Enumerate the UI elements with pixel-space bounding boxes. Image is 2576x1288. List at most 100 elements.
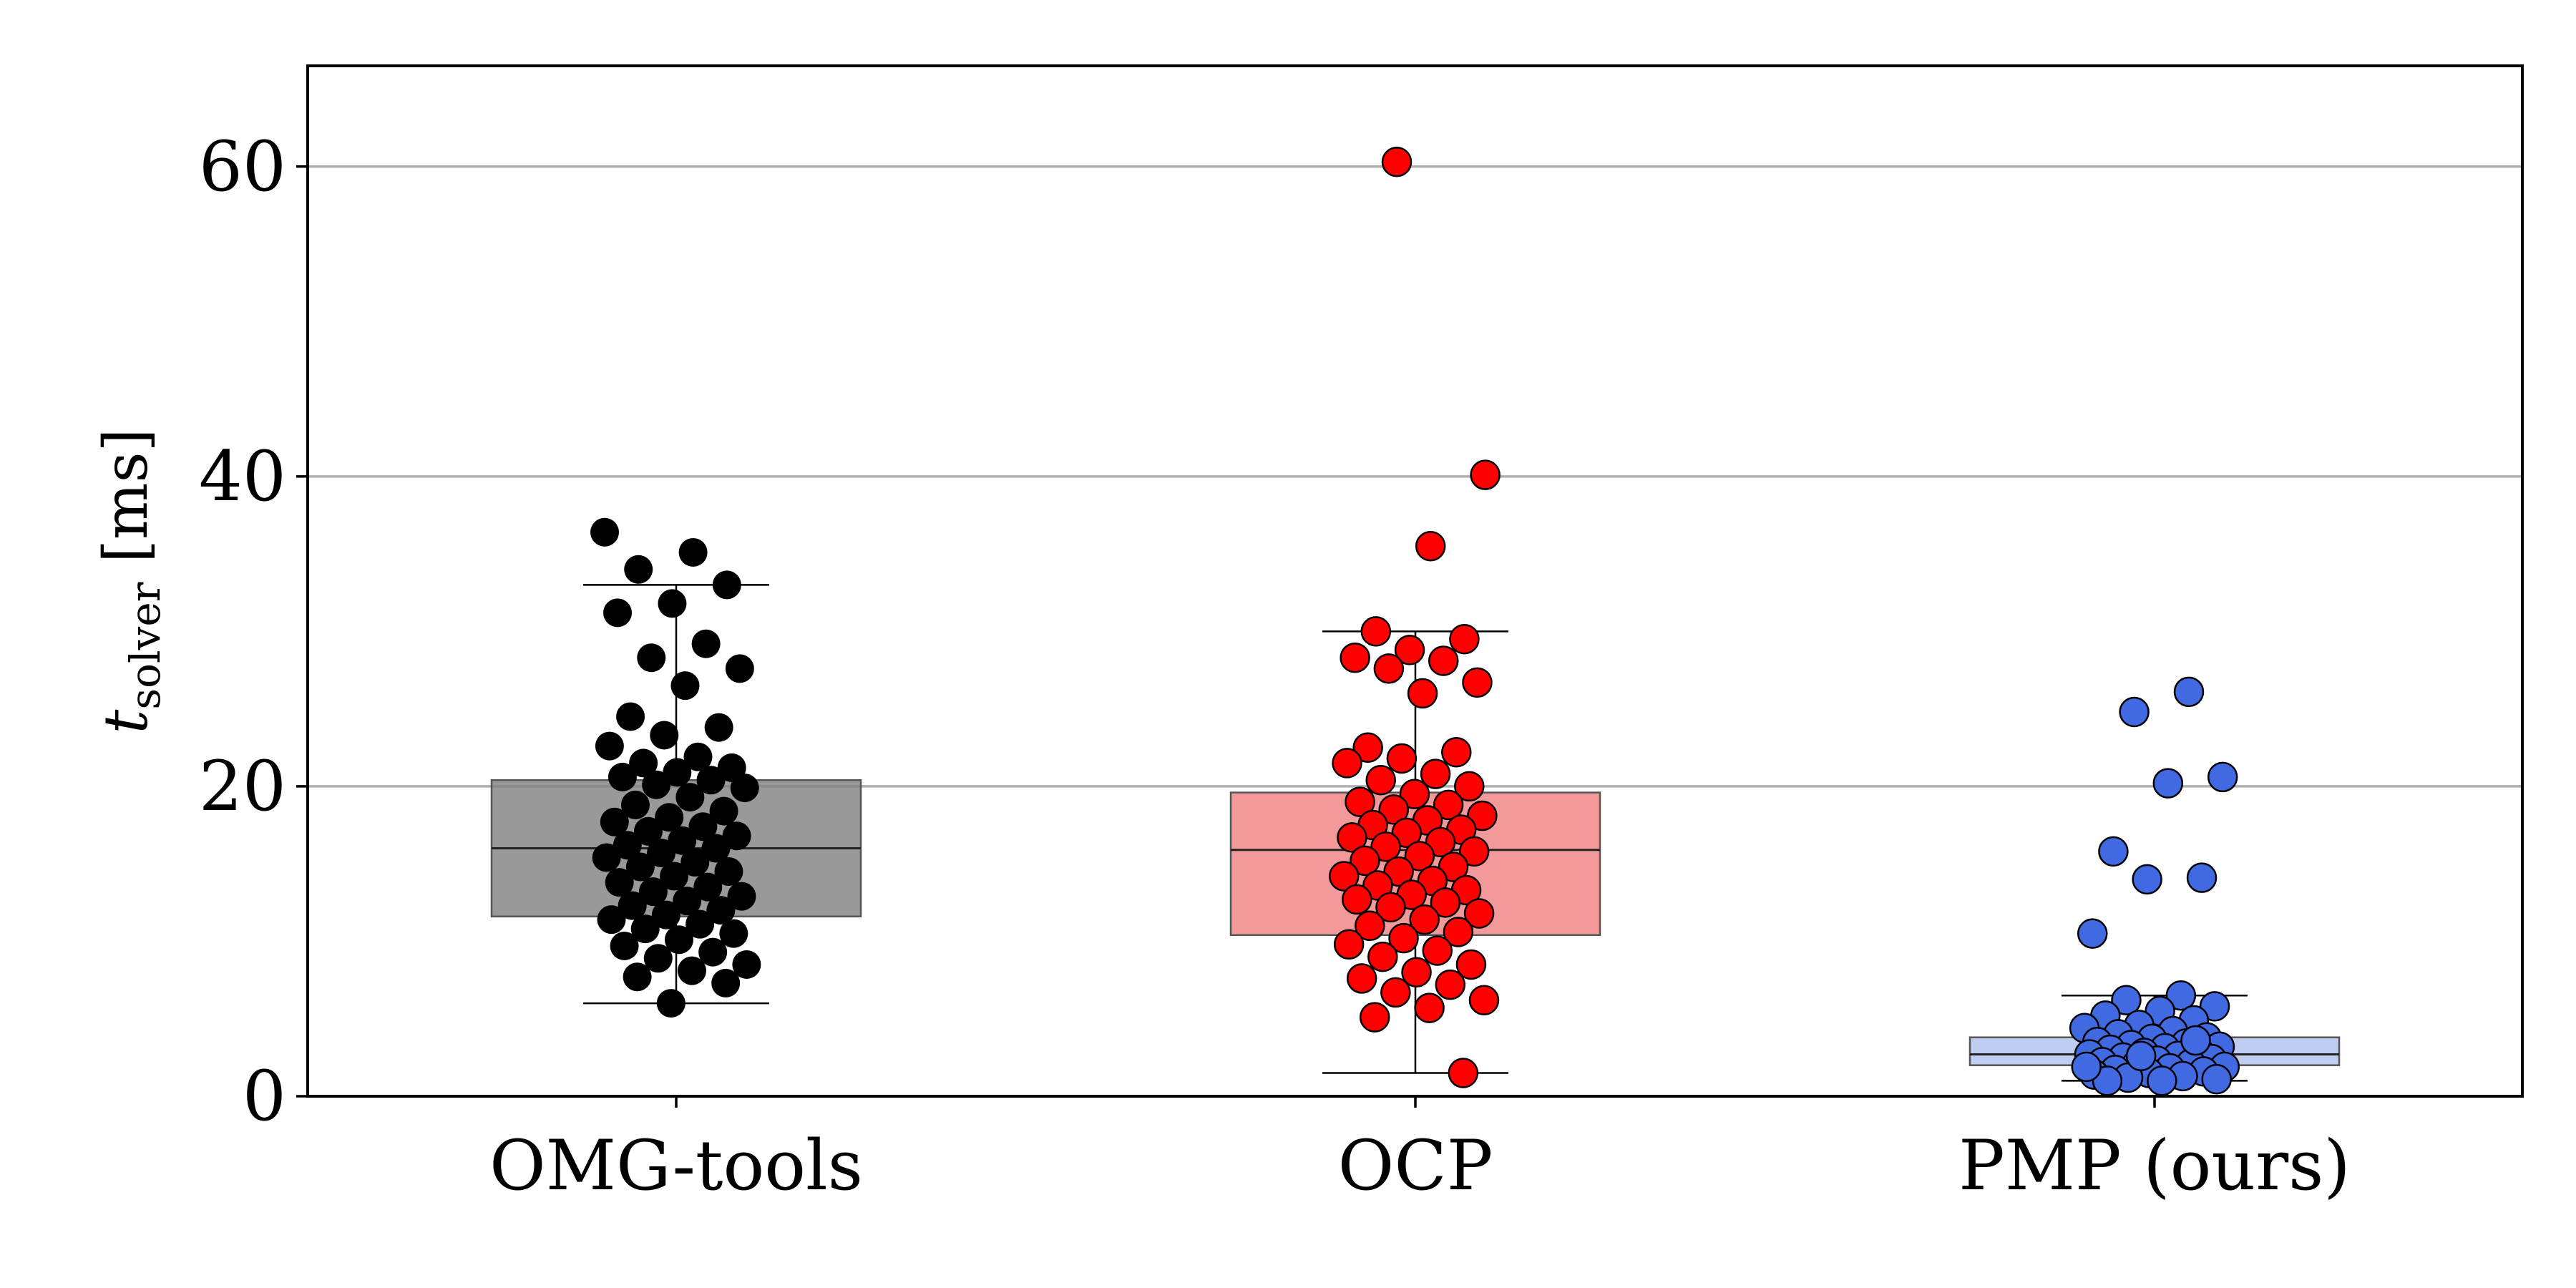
- data-point-2-2: [2207, 761, 2238, 793]
- data-point-1-35: [1328, 861, 1360, 892]
- data-point-0-54: [643, 944, 673, 973]
- data-point-1-10: [1407, 678, 1438, 709]
- y-tick-label-0: 0: [243, 1056, 286, 1136]
- data-point-1-32: [1350, 845, 1380, 877]
- data-point-2-48: [2125, 1040, 2157, 1071]
- data-point-0-23: [620, 790, 650, 819]
- y-tick-label-20: 20: [199, 746, 286, 826]
- data-point-0-42: [727, 882, 756, 911]
- data-point-1-56: [1468, 985, 1500, 1015]
- data-point-1-30: [1458, 836, 1490, 867]
- data-point-1-11: [1352, 732, 1383, 763]
- data-point-0-36: [625, 852, 655, 882]
- data-point-2-3: [2152, 768, 2184, 799]
- data-point-1-6: [1340, 642, 1370, 673]
- data-point-1-4: [1449, 623, 1480, 655]
- data-point-0-53: [698, 937, 728, 967]
- x-tick-label-0: OMG-tools: [489, 1126, 863, 1206]
- data-point-0-9: [670, 671, 700, 701]
- data-point-1-1: [1470, 459, 1501, 490]
- data-point-0-49: [630, 914, 660, 944]
- data-point-2-10: [2199, 991, 2230, 1022]
- y-axis-title: tsolver [ms]: [91, 429, 170, 734]
- data-point-0-29: [722, 821, 751, 851]
- data-point-0-0: [590, 517, 619, 547]
- data-point-1-21: [1378, 794, 1409, 825]
- tick-layer: 0 20 40 60 OMG-tools OCP PMP (ours): [199, 127, 2351, 1206]
- data-point-1-34: [1383, 856, 1414, 887]
- data-point-1-53: [1346, 963, 1377, 994]
- data-point-0-38: [660, 862, 689, 891]
- data-point-1-19: [1345, 786, 1375, 817]
- data-point-1-26: [1391, 817, 1423, 849]
- data-point-0-17: [663, 758, 692, 787]
- data-point-0-24: [709, 796, 738, 826]
- data-point-0-22: [675, 783, 705, 812]
- data-point-1-22: [1467, 800, 1498, 831]
- data-point-1-12: [1441, 737, 1472, 768]
- data-point-0-13: [595, 731, 624, 761]
- data-point-2-0: [2173, 676, 2205, 708]
- data-point-1-14: [1332, 748, 1362, 779]
- data-point-0-25: [655, 803, 684, 832]
- data-point-1-29: [1370, 831, 1401, 862]
- data-point-0-31: [613, 831, 642, 860]
- data-point-1-17: [1454, 771, 1485, 802]
- data-point-0-10: [616, 702, 645, 731]
- data-point-0-27: [688, 812, 718, 841]
- data-point-1-51: [1455, 949, 1487, 980]
- y-axis-title-base: t: [91, 709, 161, 733]
- data-point-0-46: [651, 900, 680, 930]
- data-point-1-40: [1342, 884, 1372, 915]
- x-tick-label-1: OCP: [1338, 1126, 1493, 1206]
- data-point-0-20: [642, 770, 671, 799]
- data-point-0-30: [668, 826, 697, 855]
- data-point-0-44: [618, 891, 647, 920]
- data-point-1-57: [1414, 992, 1445, 1023]
- data-point-1-18: [1399, 779, 1430, 809]
- data-point-0-5: [603, 598, 633, 628]
- data-point-0-52: [610, 931, 639, 960]
- data-point-0-40: [693, 872, 723, 902]
- y-axis-title-unit: [ms]: [91, 429, 161, 582]
- data-point-0-11: [704, 713, 733, 742]
- data-point-0-32: [701, 834, 731, 863]
- data-point-0-19: [696, 766, 726, 795]
- data-point-1-15: [1420, 758, 1451, 789]
- data-point-1-48: [1333, 929, 1365, 960]
- data-point-1-5: [1394, 635, 1425, 665]
- data-point-1-46: [1443, 917, 1474, 947]
- y-axis-title-subscript: solver: [121, 582, 170, 709]
- data-point-0-45: [706, 896, 736, 925]
- data-point-1-33: [1438, 852, 1469, 882]
- data-point-0-35: [680, 848, 710, 877]
- data-point-1-3: [1360, 616, 1392, 647]
- data-point-1-31: [1404, 841, 1435, 872]
- data-point-1-59: [1448, 1058, 1479, 1088]
- data-point-0-18: [608, 762, 637, 791]
- data-point-0-28: [633, 816, 663, 846]
- data-point-2-5: [2186, 862, 2218, 893]
- point-layer: [590, 147, 2240, 1096]
- data-point-1-43: [1463, 898, 1495, 929]
- data-point-1-47: [1388, 922, 1419, 954]
- data-point-2-9: [2111, 985, 2142, 1015]
- data-point-1-28: [1425, 826, 1456, 858]
- data-point-0-59: [656, 989, 686, 1018]
- data-point-0-37: [714, 857, 743, 887]
- data-point-0-3: [712, 570, 741, 600]
- data-point-0-34: [592, 843, 621, 872]
- data-point-2-1: [2119, 696, 2150, 728]
- data-point-2-47: [2180, 1025, 2211, 1056]
- data-point-0-26: [600, 807, 629, 836]
- data-point-1-50: [1367, 941, 1398, 972]
- data-point-2-44: [2201, 1063, 2232, 1095]
- data-point-0-14: [683, 742, 713, 771]
- data-point-0-21: [730, 774, 759, 803]
- data-point-1-49: [1422, 935, 1453, 966]
- data-point-0-7: [637, 643, 666, 673]
- y-tick-label-40: 40: [199, 436, 286, 517]
- data-point-1-44: [1409, 904, 1440, 935]
- data-point-1-27: [1337, 822, 1367, 853]
